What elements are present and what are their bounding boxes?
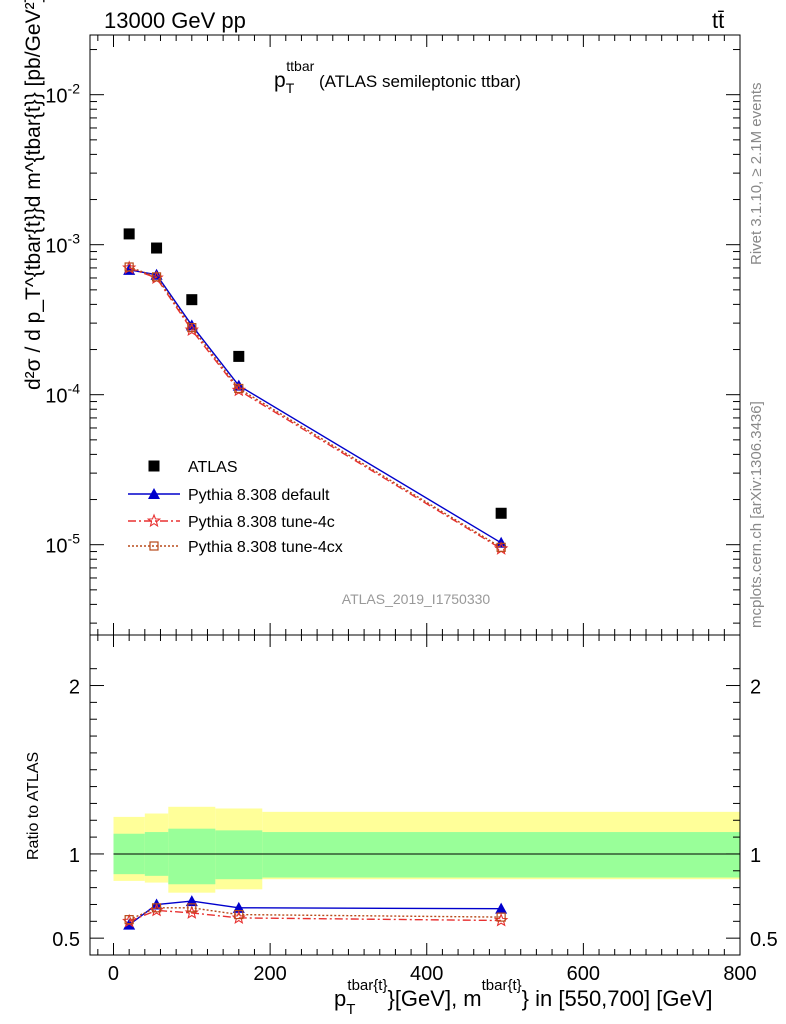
rivet-label: Rivet 3.1.10, ≥ 2.1M events — [748, 83, 765, 266]
legend-label: ATLAS — [188, 459, 238, 476]
ratio-y-tick-label-right: 2 — [750, 677, 761, 699]
series-line — [128, 267, 502, 550]
ratio-y-label: Ratio to ATLAS — [25, 752, 42, 860]
plot-title-sub: T — [286, 80, 295, 96]
process-label: tt̄ — [712, 8, 724, 33]
analysis-watermark: ATLAS_2019_I1750330 — [342, 591, 491, 607]
x-tick-label: 600 — [567, 963, 600, 985]
ratio-series-line — [128, 909, 502, 922]
stat-uncertainty-band — [215, 830, 263, 880]
data-point — [149, 541, 159, 551]
data-point — [496, 912, 506, 922]
data-point — [124, 915, 134, 925]
ratio-panel: 0 200 400 600 800 0.5 0.5 1 1 2 2 — [52, 635, 778, 985]
ratio-y-tick-label-right: 1 — [750, 845, 761, 867]
data-point — [186, 294, 198, 306]
x-label-sup2: tbar{t} — [482, 977, 522, 994]
data-point — [151, 903, 162, 913]
x-label-p: p — [334, 986, 346, 1011]
data-point — [495, 902, 508, 914]
y-tick-label: 10-4 — [45, 381, 80, 408]
stat-uncertainty-band — [262, 832, 740, 878]
y-tick-label: 10-3 — [45, 231, 80, 258]
data-point — [148, 460, 160, 472]
ratio-y-tick-label: 1 — [69, 845, 80, 867]
x-tick-label: 200 — [253, 963, 286, 985]
mcplots-label: mcplots.cern.ch [arXiv:1306.3436] — [748, 401, 765, 628]
data-point — [234, 383, 244, 394]
data-point — [151, 242, 163, 254]
data-point — [495, 507, 507, 519]
ratio-y-tick-label-right: 0.5 — [750, 929, 778, 951]
legend-label: Pythia 8.308 tune-4cx — [188, 539, 343, 556]
y-tick-label: 10-2 — [45, 81, 80, 108]
data-point — [124, 262, 134, 272]
data-point — [233, 350, 245, 362]
ratio-y-tick-label: 0.5 — [52, 929, 80, 951]
data-point — [146, 513, 162, 528]
plot-title-sup: ttbar — [286, 58, 314, 74]
legend-label: Pythia 8.308 default — [188, 487, 330, 504]
data-point — [150, 268, 163, 280]
data-point — [151, 272, 162, 282]
plot-title-p: p — [274, 69, 286, 92]
energy-label: 13000 GeV pp — [104, 8, 246, 33]
data-point — [148, 488, 160, 499]
ratio-series-line — [128, 900, 502, 926]
x-tick-label: 800 — [723, 963, 756, 985]
main-panel: 10-5 10-4 10-3 10-2 ATLAS Pythia 8.308 defaul… — [45, 35, 741, 635]
x-tick-label: 0 — [108, 963, 119, 985]
plot-title-rest: (ATLAS semileptonic ttbar) — [314, 72, 521, 91]
stat-uncertainty-band — [168, 828, 216, 885]
x-label-sup1: tbar{t} — [347, 977, 387, 994]
x-label-mid: }[GeV], m — [387, 986, 481, 1011]
x-label-t: T — [346, 1001, 355, 1018]
series-line — [128, 266, 502, 548]
x-tick-label: 400 — [410, 963, 443, 985]
data-point — [234, 909, 244, 920]
ratio-y-tick-label: 2 — [69, 677, 80, 699]
x-axis-label: pTtbar{t}}[GeV], mtbar{t}} in [550,700] … — [334, 977, 712, 1018]
main-y-label: d²σ / d p_T^{tbar{t}}d m^{tbar{t}} [pb/G… — [22, 0, 45, 390]
x-label-end: } in [550,700] [GeV] — [522, 986, 713, 1011]
data-point — [123, 228, 135, 240]
data-point — [187, 323, 197, 333]
y-tick-label: 10-5 — [45, 531, 80, 558]
legend-label: Pythia 8.308 tune-4c — [188, 514, 335, 531]
ratio-frame — [89, 634, 741, 956]
ratio-series-line — [128, 907, 502, 921]
data-point — [496, 542, 506, 552]
plot-title: pTttbar (ATLAS semileptonic ttbar) — [274, 58, 521, 96]
data-point — [187, 903, 197, 913]
